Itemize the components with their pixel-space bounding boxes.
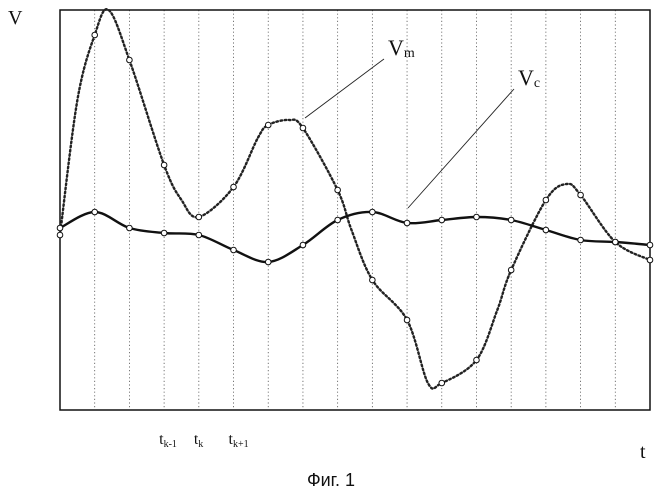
sample-point-vm-3 (161, 162, 167, 168)
sample-point-vm-17 (647, 257, 653, 263)
vertical-grid (95, 10, 616, 410)
sample-point-vc-1 (92, 209, 98, 215)
series-line-vm (60, 9, 650, 388)
tick-label-k+1: tk+1 (229, 431, 249, 450)
sample-point-vm-5 (231, 184, 237, 190)
sample-point-vc-5 (231, 247, 237, 253)
sample-point-vc-8 (335, 217, 341, 223)
tick-label-k: tk (194, 431, 203, 450)
sample-point-vc-16 (612, 239, 618, 245)
sample-point-vc-15 (578, 237, 584, 243)
y-axis-label: V (8, 7, 23, 29)
plot-frame (60, 10, 650, 410)
sample-point-vm-10 (404, 317, 410, 323)
sample-point-vm-9 (370, 277, 376, 283)
sample-point-vm-8 (335, 187, 341, 193)
sample-point-vc-4 (196, 232, 202, 238)
sample-point-vm-6 (265, 122, 271, 128)
sample-point-vm-7 (300, 125, 306, 131)
sample-point-vm-4 (196, 214, 202, 220)
sample-point-vm-1 (92, 32, 98, 38)
series-layer (60, 9, 650, 388)
sample-point-vc-6 (265, 259, 271, 265)
sample-point-vm-2 (127, 57, 133, 63)
sample-point-vc-12 (474, 214, 480, 220)
sample-point-vc-10 (404, 220, 410, 226)
tick-label-k-1: tk-1 (159, 431, 177, 450)
sample-point-vm-0 (57, 232, 63, 238)
series-label-vc: Vc (518, 65, 540, 91)
sample-point-vc-11 (439, 217, 445, 223)
x-axis-label: t (640, 441, 646, 463)
marker-layer (57, 32, 653, 386)
leader-line-vm (305, 59, 384, 118)
sample-point-vc-7 (300, 242, 306, 248)
sample-point-vc-9 (370, 209, 376, 215)
sample-point-vm-12 (474, 357, 480, 363)
sample-point-vc-0 (57, 225, 63, 231)
leader-line-vc (408, 89, 514, 208)
sample-point-vm-11 (439, 380, 445, 386)
sample-point-vm-15 (578, 192, 584, 198)
annotation-layer: Vm Vc (305, 35, 540, 208)
figure-caption: Фиг. 1 (0, 470, 662, 491)
sample-point-vc-17 (647, 242, 653, 248)
sample-point-vc-3 (161, 230, 167, 236)
sample-point-vc-13 (508, 217, 514, 223)
sample-point-vc-14 (543, 227, 549, 233)
tick-label-layer: tk-1 tk tk+1 (159, 431, 249, 450)
series-label-vm: Vm (388, 35, 415, 61)
sample-point-vm-13 (508, 267, 514, 273)
sample-point-vc-2 (127, 225, 133, 231)
sample-point-vm-14 (543, 197, 549, 203)
